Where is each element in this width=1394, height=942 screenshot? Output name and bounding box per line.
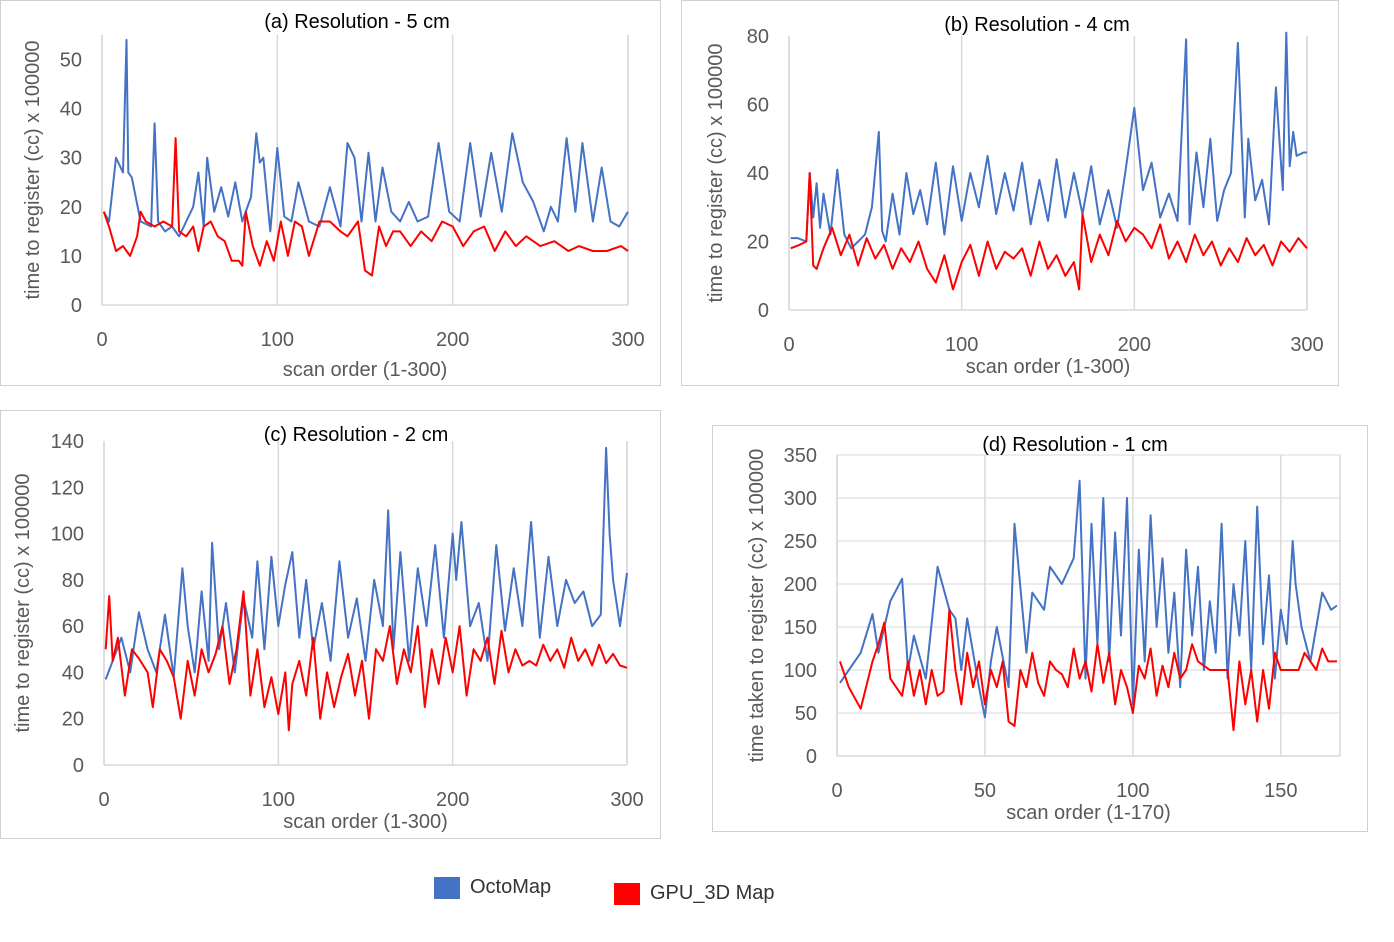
x-tick-label: 0 [98,789,109,811]
x-tick-label: 0 [96,329,107,351]
chart-title: (a) Resolution - 5 cm [264,11,450,33]
legend-octomap: OctoMap [434,876,551,899]
chart-d-svg: 0 50 100 150 200 250 300 350 0 50 100 150 (d) Resolu… [746,434,1341,824]
x-tick-label: 300 [611,329,644,351]
octomap-series-line [839,479,1338,719]
x-tick-label: 100 [945,334,978,356]
gpu-series-line [839,608,1337,732]
y-tick-label: 50 [795,703,817,725]
y-tick-label: 0 [71,295,82,317]
octomap-series-line [104,446,628,680]
x-tick-label: 300 [1290,334,1323,356]
y-tick-label: 200 [784,574,817,596]
y-tick-label: 30 [60,148,82,170]
legend-gpu-swatch [614,882,640,905]
y-tick-label: 40 [747,163,769,185]
x-tick-label: 0 [831,780,842,802]
chart-title: (d) Resolution - 1 cm [982,434,1168,456]
y-tick-label: 40 [60,99,82,121]
chart-title: (b) Resolution - 4 cm [944,14,1130,36]
y-tick-label: 150 [784,617,817,639]
x-tick-label: 0 [783,334,794,356]
x-axis-label: scan order (1-300) [966,356,1131,378]
y-tick-label: 60 [747,95,769,117]
y-tick-label: 50 [60,50,82,72]
y-tick-label: 0 [806,746,817,768]
y-tick-label: 100 [784,660,817,682]
y-axis-label: time to register (cc) x 100000 [12,474,34,733]
legend-gpu: GPU_3D Map [614,882,775,905]
chart-panel-a: 0 10 20 30 40 50 0 100 200 300 (a) Resolution - 5 … [0,0,661,386]
gpu-series-line [790,172,1308,291]
y-tick-label: 40 [62,662,84,684]
octomap-series-line [102,38,629,238]
x-tick-label: 100 [261,329,294,351]
y-tick-label: 300 [784,488,817,510]
x-tick-label: 200 [436,329,469,351]
x-tick-label: 200 [1118,334,1151,356]
y-tick-label: 0 [758,300,769,322]
y-tick-label: 20 [62,709,84,731]
x-tick-label: 200 [436,789,469,811]
x-tick-label: 50 [974,780,996,802]
chart-panel-d: 0 50 100 150 200 250 300 350 0 50 100 150 (d) Resolu… [712,425,1368,832]
chart-panel-b: 0 20 40 60 80 0 100 200 300 (b) Resolution - 4 cm… [681,0,1339,386]
y-tick-label: 0 [73,755,84,777]
y-axis-label: time taken to register (cc) x 100000 [746,449,768,762]
y-tick-label: 60 [62,616,84,638]
y-tick-label: 120 [51,477,84,499]
y-tick-label: 140 [51,431,84,453]
octomap-series-line [790,31,1307,250]
chart-b-svg: 0 20 40 60 80 0 100 200 300 (b) Resolution - 4 cm… [705,14,1324,378]
x-axis-label: scan order (1-170) [1006,802,1171,824]
y-axis-label: time to register (cc) x 100000 [705,44,727,303]
legend-gpu-label: GPU_3D Map [650,882,775,904]
gpu-series-line [102,137,629,277]
x-tick-label: 300 [610,789,643,811]
x-tick-label: 100 [1116,780,1149,802]
y-tick-label: 10 [60,246,82,268]
y-tick-label: 350 [784,445,817,467]
y-tick-label: 20 [60,197,82,219]
y-axis-label: time to register (cc) x 100000 [22,41,44,300]
chart-c-svg: 0 20 40 60 80 100 120 140 0 100 200 300 (c) Resoluti… [12,424,644,833]
x-tick-label: 100 [262,789,295,811]
chart-panel-c: 0 20 40 60 80 100 120 140 0 100 200 300 (c) Resoluti… [0,410,661,839]
x-axis-label: scan order (1-300) [283,359,448,381]
y-tick-label: 250 [784,531,817,553]
legend-octomap-label: OctoMap [470,876,552,898]
y-tick-label: 100 [51,524,84,546]
legend-octomap-swatch [434,876,460,899]
x-tick-label: 150 [1264,780,1297,802]
y-tick-label: 20 [747,232,769,254]
y-tick-label: 80 [747,26,769,48]
chart-title: (c) Resolution - 2 cm [264,424,449,446]
x-axis-label: scan order (1-300) [283,811,448,833]
y-tick-label: 80 [62,570,84,592]
chart-a-svg: 0 10 20 30 40 50 0 100 200 300 (a) Resolution - 5 … [22,11,645,381]
gpu-series-line [104,590,628,732]
